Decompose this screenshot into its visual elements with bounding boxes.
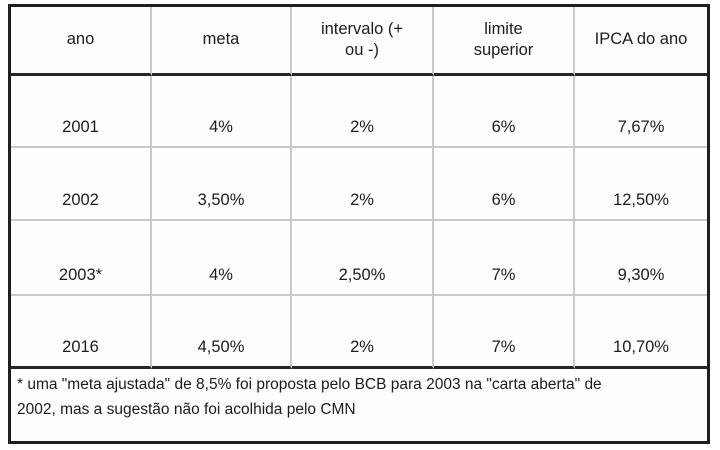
column-header-limite-superior: limite superior <box>434 7 575 76</box>
column-header-label: limite superior <box>473 19 534 59</box>
table-cell: 4% <box>152 76 292 148</box>
column-header-ipca-do-ano: IPCA do ano <box>575 7 707 76</box>
table-cell: 2002 <box>11 148 152 221</box>
table-cell: 2% <box>292 296 434 369</box>
table-cell: 10,70% <box>575 296 707 369</box>
table-cell: 6% <box>434 76 575 148</box>
table-cell: 2003* <box>11 221 152 296</box>
column-header-label: intervalo (+ ou -) <box>320 19 404 59</box>
table-cell: 7% <box>434 221 575 296</box>
column-header-meta: meta <box>152 7 292 76</box>
column-header-label: meta <box>202 30 240 49</box>
table-cell: 2,50% <box>292 221 434 296</box>
table-footnote: * uma "meta ajustada" de 8,5% foi propos… <box>11 369 707 441</box>
table-cell: 12,50% <box>575 148 707 221</box>
table-cell: 2% <box>292 76 434 148</box>
table-cell: 9,30% <box>575 221 707 296</box>
column-header-label: IPCA do ano <box>594 30 688 49</box>
table-cell: 2% <box>292 148 434 221</box>
column-header-intervalo: intervalo (+ ou -) <box>292 7 434 76</box>
table-cell: 3,50% <box>152 148 292 221</box>
table-footnote-text: * uma "meta ajustada" de 8,5% foi propos… <box>17 376 602 418</box>
table-cell: 7,67% <box>575 76 707 148</box>
table-cell: 7% <box>434 296 575 369</box>
column-header-ano: ano <box>11 7 152 76</box>
column-header-label: ano <box>66 30 95 49</box>
table-cell: 6% <box>434 148 575 221</box>
table-cell: 4% <box>152 221 292 296</box>
inflation-targets-table: ano meta intervalo (+ ou -) limite super… <box>8 4 710 444</box>
table-cell: 2016 <box>11 296 152 369</box>
table-cell: 4,50% <box>152 296 292 369</box>
table-cell: 2001 <box>11 76 152 148</box>
